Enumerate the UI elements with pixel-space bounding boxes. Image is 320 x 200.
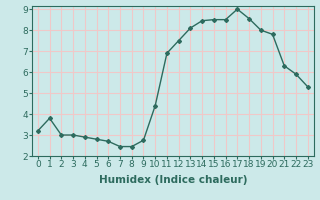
X-axis label: Humidex (Indice chaleur): Humidex (Indice chaleur) — [99, 175, 247, 185]
